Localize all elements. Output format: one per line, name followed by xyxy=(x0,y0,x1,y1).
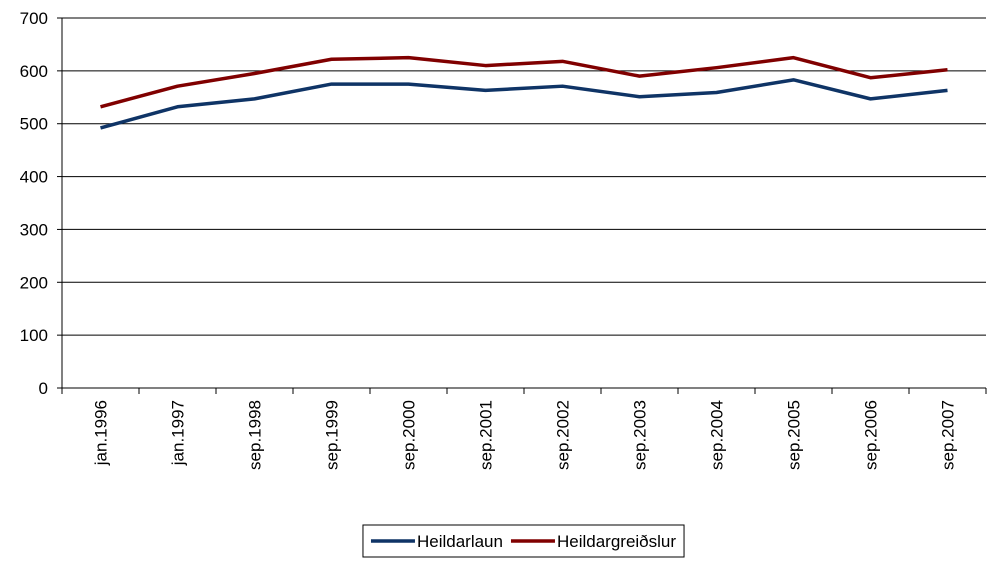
y-tick-label: 400 xyxy=(20,168,48,187)
x-tick-label: sep.1999 xyxy=(323,400,342,470)
series-line xyxy=(100,55,948,109)
legend: Heildarlaun Heildargreiðslur xyxy=(362,524,685,558)
y-tick-label: 200 xyxy=(20,273,48,292)
x-tick-label: sep.2004 xyxy=(708,400,727,470)
y-tick-label: 0 xyxy=(39,379,48,398)
x-tick-label: sep.2003 xyxy=(631,400,650,470)
series-line xyxy=(100,78,948,130)
y-tick-label: 300 xyxy=(20,220,48,239)
x-tick-label: sep.2006 xyxy=(862,400,881,470)
x-tick-label: sep.2001 xyxy=(477,400,496,470)
y-tick-label: 100 xyxy=(20,326,48,345)
x-tick-label: jan.1997 xyxy=(169,400,188,466)
y-tick-label: 600 xyxy=(20,62,48,81)
legend-label: Heildarlaun xyxy=(417,532,503,551)
y-tick-label: 500 xyxy=(20,115,48,134)
x-tick-label: sep.2005 xyxy=(785,400,804,470)
legend-label: Heildargreiðslur xyxy=(557,532,676,551)
x-tick-label: sep.2000 xyxy=(400,400,419,470)
x-tick-label: jan.1996 xyxy=(92,400,111,466)
x-tick-label: sep.2007 xyxy=(939,400,958,470)
x-tick-label: sep.1998 xyxy=(246,400,265,470)
x-tick-label: sep.2002 xyxy=(554,400,573,470)
y-tick-label: 700 xyxy=(20,9,48,28)
